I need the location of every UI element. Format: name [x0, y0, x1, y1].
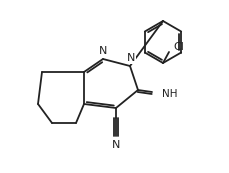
Text: N: N	[98, 46, 107, 56]
Text: Cl: Cl	[172, 42, 183, 52]
Text: N: N	[126, 53, 135, 63]
Text: NH: NH	[161, 89, 177, 99]
Text: N: N	[111, 140, 120, 150]
